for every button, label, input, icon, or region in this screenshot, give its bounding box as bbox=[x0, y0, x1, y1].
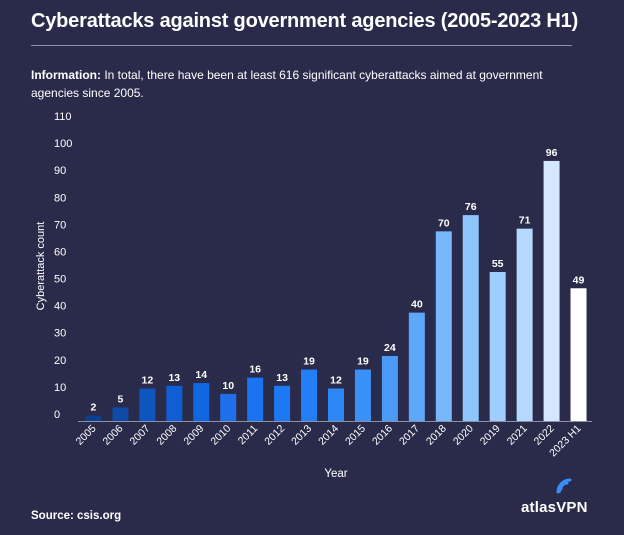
bar bbox=[516, 228, 533, 421]
data-label: 55 bbox=[492, 258, 504, 270]
x-tick-label: 2020 bbox=[451, 423, 476, 448]
y-tick-label: 30 bbox=[54, 328, 66, 340]
bar bbox=[489, 272, 506, 421]
brand-logo: atlasVPN bbox=[521, 472, 601, 522]
y-tick-label: 80 bbox=[54, 192, 66, 204]
wifi-signal-icon bbox=[556, 478, 572, 494]
info-label: Information: bbox=[31, 68, 101, 82]
data-label: 13 bbox=[276, 372, 288, 384]
bar bbox=[462, 215, 479, 421]
data-label: 19 bbox=[357, 356, 369, 368]
y-tick-label: 70 bbox=[54, 219, 66, 231]
y-axis-label: Cyberattack count bbox=[35, 222, 47, 311]
x-tick-label: 2014 bbox=[316, 423, 341, 448]
x-tick-label: 2019 bbox=[478, 423, 503, 448]
bar bbox=[570, 288, 587, 421]
bar bbox=[543, 160, 560, 421]
info-body: In total, there have been at least 616 s… bbox=[31, 68, 543, 100]
x-tick-label: 2021 bbox=[505, 423, 530, 448]
data-label: 12 bbox=[330, 374, 342, 386]
data-label: 16 bbox=[249, 364, 261, 376]
x-tick-label: 2010 bbox=[208, 423, 233, 448]
bar bbox=[193, 383, 210, 421]
y-tick-label: 60 bbox=[54, 246, 66, 258]
brand-name: atlasVPN bbox=[521, 499, 588, 516]
data-label: 70 bbox=[438, 217, 450, 229]
x-axis-label: Year bbox=[324, 468, 347, 480]
x-tick-label: 2017 bbox=[397, 423, 422, 448]
x-tick-label: 2012 bbox=[262, 423, 287, 448]
data-label: 19 bbox=[303, 356, 315, 368]
y-tick-label: 20 bbox=[54, 355, 66, 367]
title-divider bbox=[31, 45, 572, 46]
y-tick-label: 90 bbox=[54, 165, 66, 177]
y-tick-label: 0 bbox=[54, 409, 60, 421]
data-label: 13 bbox=[168, 372, 180, 384]
data-label: 49 bbox=[573, 274, 585, 286]
bar bbox=[301, 369, 318, 421]
bar bbox=[112, 407, 129, 421]
data-label: 12 bbox=[142, 374, 154, 386]
data-label: 24 bbox=[384, 342, 396, 354]
bar bbox=[85, 415, 102, 421]
bar bbox=[247, 377, 264, 421]
bar bbox=[220, 393, 237, 421]
data-label: 5 bbox=[117, 393, 123, 405]
x-tick-label: 2005 bbox=[74, 423, 99, 448]
y-tick-label: 110 bbox=[54, 111, 72, 123]
data-label: 14 bbox=[195, 369, 207, 381]
data-label: 96 bbox=[546, 147, 558, 159]
bar bbox=[328, 388, 344, 421]
x-tick-label: 2006 bbox=[101, 423, 126, 448]
bar bbox=[354, 369, 371, 421]
info-text: Information: In total, there have been a… bbox=[31, 66, 591, 102]
y-tick-label: 40 bbox=[54, 301, 66, 313]
bar bbox=[139, 388, 156, 421]
y-tick-label: 50 bbox=[54, 274, 66, 286]
x-tick-label: 2015 bbox=[343, 423, 368, 448]
bar bbox=[435, 231, 452, 421]
bar bbox=[381, 355, 398, 421]
x-tick-label: 2011 bbox=[236, 423, 261, 448]
bar bbox=[166, 385, 183, 421]
x-tick-label: 2018 bbox=[424, 423, 449, 448]
x-tick-label: 2013 bbox=[289, 423, 314, 448]
bar bbox=[408, 312, 425, 421]
x-tick-label: 2007 bbox=[127, 423, 152, 448]
data-label: 2 bbox=[91, 402, 97, 414]
data-label: 40 bbox=[411, 299, 423, 311]
source-note: Source: csis.org bbox=[31, 510, 122, 522]
x-tick-label: 2008 bbox=[154, 423, 179, 448]
chart-title: Cyberattacks against government agencies… bbox=[31, 10, 579, 32]
data-label: 76 bbox=[465, 201, 477, 213]
bar bbox=[274, 385, 291, 421]
data-label: 10 bbox=[222, 380, 234, 392]
data-label: 71 bbox=[519, 215, 531, 227]
x-tick-label: 2009 bbox=[181, 423, 206, 448]
y-tick-label: 100 bbox=[54, 138, 72, 150]
x-tick-label: 2016 bbox=[370, 423, 395, 448]
y-tick-label: 10 bbox=[54, 382, 66, 394]
